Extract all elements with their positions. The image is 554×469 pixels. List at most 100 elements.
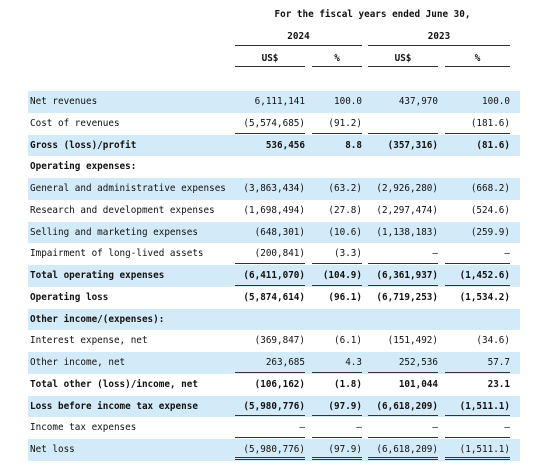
table-row: Gross (loss)/profit 536,456 8.8 (357,316) (8… <box>28 134 520 157</box>
subtotal-rule <box>235 284 305 286</box>
row-label: Other income, net <box>30 357 126 368</box>
row-value: (1,511.1) <box>459 400 510 412</box>
row-value: — <box>299 422 305 434</box>
unit-header: US$ <box>261 53 279 64</box>
row-value: (1,452.6) <box>459 270 510 281</box>
row-value: 101,044 <box>398 378 438 390</box>
row-value: (369,847) <box>254 335 305 347</box>
table-row: Interest expense, net (369,847) (6.1) (151,… <box>28 330 520 352</box>
row-label: General and administrative expenses <box>30 183 226 194</box>
subtotal-rule <box>445 263 510 264</box>
row-value: (6,411,070) <box>243 270 305 281</box>
row-value: — <box>432 248 438 260</box>
row-value: 57.7 <box>487 357 510 368</box>
year-header: 2024 <box>287 31 310 42</box>
row-value: (6,618,209) <box>376 400 438 412</box>
subtotal-rule <box>445 132 510 134</box>
subtotal-rule <box>312 284 362 286</box>
subtotal-rule <box>235 437 305 438</box>
subtotal-rule <box>368 415 438 417</box>
table-row: Cost of revenues (5,574,685) (91.2) (181.6) <box>28 113 520 135</box>
table-row: Total other (loss)/income, net (106,162) (… <box>28 374 520 396</box>
subtotal-rule <box>368 132 438 134</box>
row-value: (63.2) <box>328 183 362 194</box>
subtotal-rule <box>235 371 305 373</box>
total-rule <box>312 458 362 460</box>
row-value: (1,511.1) <box>459 444 510 455</box>
row-label: Operating expenses: <box>30 161 137 173</box>
row-value: (91.2) <box>328 117 362 129</box>
row-value: (106,162) <box>254 378 305 390</box>
row-value: (2,297,474) <box>376 204 438 216</box>
subtotal-rule <box>235 263 305 264</box>
row-value: (5,980,776) <box>243 400 305 412</box>
row-value: (27.8) <box>328 204 362 216</box>
row-value: (5,874,614) <box>243 291 305 303</box>
table-row: Net revenues 6,111,141 100.0 437,970 100.0 <box>28 91 520 113</box>
subtotal-rule <box>312 132 362 134</box>
row-value: (524.6) <box>470 204 510 216</box>
total-rule <box>368 456 438 458</box>
table-row: Operating expenses: <box>28 156 520 178</box>
total-rule <box>445 458 510 460</box>
row-label: Net loss <box>30 444 75 455</box>
row-value: 6,111,141 <box>254 96 305 107</box>
row-value: (104.9) <box>322 270 362 281</box>
row-value: (3,863,434) <box>243 183 305 194</box>
row-value: 252,536 <box>398 357 438 368</box>
row-label: Loss before income tax expense <box>30 400 198 412</box>
header-rule <box>312 66 362 67</box>
row-value: (357,316) <box>387 139 438 151</box>
subtotal-rule <box>368 284 438 286</box>
row-label: Income tax expenses <box>30 422 137 434</box>
table-row: Impairment of long-lived assets (200,841)… <box>28 243 520 265</box>
row-value: (181.6) <box>470 117 510 129</box>
table-row: Other income, net 263,685 4.3 252,536 57.7 <box>28 352 520 374</box>
row-value: (97.9) <box>328 400 362 412</box>
period-header: For the fiscal years ended June 30, <box>274 9 471 20</box>
row-value: (668.2) <box>470 183 510 194</box>
row-value: 4.3 <box>345 357 362 368</box>
row-value: (96.1) <box>328 291 362 303</box>
row-value: (6,618,209) <box>376 444 438 455</box>
table-row: Operating loss (5,874,614) (96.1) (6,719,25… <box>28 287 520 309</box>
subtotal-rule <box>312 263 362 264</box>
row-value: (3.3) <box>334 248 362 260</box>
row-value: (5,980,776) <box>243 444 305 455</box>
header-rule <box>235 45 362 46</box>
row-value: 536,456 <box>265 139 305 151</box>
row-label: Interest expense, net <box>30 335 148 347</box>
table-row: Total operating expenses (6,411,070) (104.… <box>28 265 520 287</box>
row-value: 263,685 <box>265 357 305 368</box>
row-value: (81.6) <box>476 139 510 151</box>
subtotal-rule <box>445 437 510 438</box>
subtotal-rule <box>445 371 510 373</box>
subtotal-rule <box>312 437 362 438</box>
header-rule <box>235 66 305 67</box>
row-value: (6.1) <box>334 335 362 347</box>
subtotal-rule <box>368 371 438 373</box>
subtotal-rule <box>312 415 362 417</box>
row-label: Cost of revenues <box>30 117 120 129</box>
row-value: (648,301) <box>254 226 305 238</box>
subtotal-rule <box>368 437 438 438</box>
subtotal-rule <box>368 263 438 264</box>
total-rule <box>235 456 305 458</box>
row-value: 437,970 <box>398 96 438 107</box>
row-value: 23.1 <box>487 378 510 390</box>
header-rule <box>368 45 510 46</box>
total-rule <box>368 458 438 460</box>
subtotal-rule <box>235 132 305 134</box>
row-value: (1,138,183) <box>376 226 438 238</box>
row-value: (34.6) <box>476 335 510 347</box>
row-label: Total operating expenses <box>30 270 165 281</box>
row-value: — <box>356 422 362 434</box>
row-value: (2,926,280) <box>376 183 438 194</box>
row-label: Operating loss <box>30 291 109 303</box>
row-label: Total other (loss)/income, net <box>30 378 198 390</box>
total-rule <box>445 456 510 458</box>
table-row: Selling and marketing expenses (648,301) (… <box>28 221 520 244</box>
row-value: (200,841) <box>254 248 305 260</box>
row-value: 100.0 <box>482 96 510 107</box>
unit-header: US$ <box>394 53 412 64</box>
